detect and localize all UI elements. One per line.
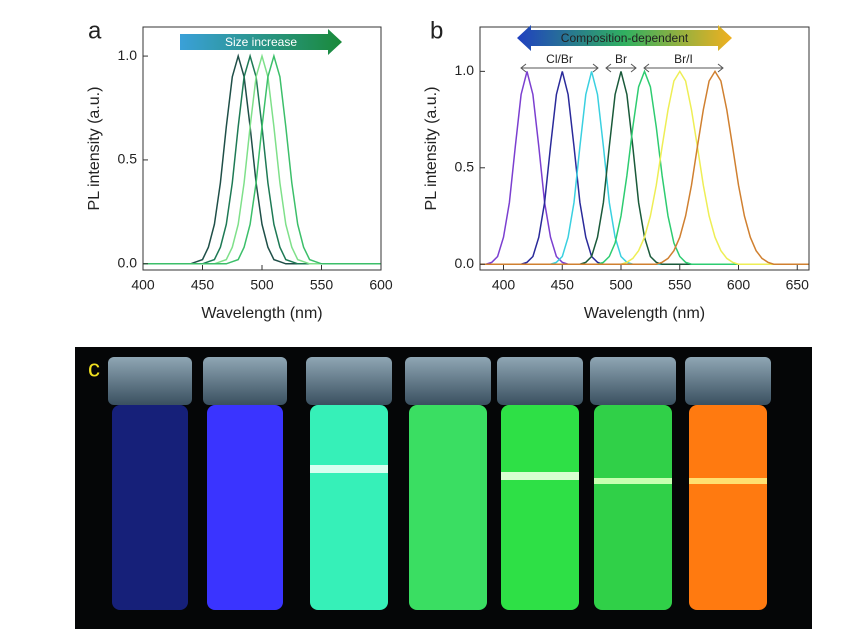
annotation-arrow xyxy=(180,29,342,55)
x-tick-label: 400 xyxy=(492,277,516,293)
x-tick-label: 600 xyxy=(727,277,751,293)
chart-panel: a 400 450 500 550 600 0.0 0.5 1.0 Wavelength (nm)… xyxy=(86,17,393,322)
x-tick-label: 650 xyxy=(786,277,810,293)
x-tick-label: 550 xyxy=(668,277,692,293)
x-tick-label: 450 xyxy=(191,277,215,293)
y-tick-label: 1.0 xyxy=(455,62,475,78)
annotation-bracket xyxy=(520,63,599,73)
panel-label: a xyxy=(88,17,102,44)
vial xyxy=(497,357,583,610)
vial xyxy=(203,357,287,610)
annotation-bracket xyxy=(643,63,724,73)
vial xyxy=(306,357,392,610)
annotation: Br/I xyxy=(674,52,693,66)
y-tick-label: 0.5 xyxy=(118,151,138,167)
annotation-bracket xyxy=(605,63,637,73)
x-axis-label: Wavelength (nm) xyxy=(584,305,705,322)
y-tick-label: 0.0 xyxy=(118,254,138,270)
vial xyxy=(590,357,676,610)
vial xyxy=(108,357,192,610)
line-series xyxy=(143,53,381,265)
x-tick-label: 550 xyxy=(310,277,334,293)
x-axis-label: Wavelength (nm) xyxy=(201,305,322,322)
vial xyxy=(405,357,491,610)
line-series xyxy=(143,53,381,265)
vial-photo: c xyxy=(75,347,812,629)
x-tick-label: 600 xyxy=(369,277,393,293)
line-series xyxy=(143,53,381,265)
panel-label: b xyxy=(430,17,443,44)
chart-panel: b 400 450 500 550 600 650 0.0 0.5 1.0 Wavelength (… xyxy=(423,17,810,322)
annotation-arrow xyxy=(517,25,732,51)
line-series xyxy=(480,69,809,265)
line-series xyxy=(480,69,809,265)
x-tick-label: 450 xyxy=(551,277,575,293)
x-tick-label: 400 xyxy=(131,277,155,293)
annotation: Cl/Br xyxy=(546,52,573,66)
x-tick-label: 500 xyxy=(609,277,633,293)
y-tick-label: 0.0 xyxy=(455,255,475,271)
line-series xyxy=(143,53,381,265)
plot-frame xyxy=(142,26,382,271)
annotation: Composition-dependent xyxy=(561,31,689,45)
y-tick-label: 1.0 xyxy=(118,47,138,63)
panel-label: c xyxy=(88,355,100,382)
y-axis-label: PL intensity (a.u.) xyxy=(423,87,440,211)
y-axis-label: PL intensity (a.u.) xyxy=(86,87,103,211)
x-tick-label: 500 xyxy=(250,277,274,293)
plot-frame xyxy=(479,26,810,271)
y-tick-label: 0.5 xyxy=(455,158,475,174)
annotation: Size increase xyxy=(225,35,297,49)
annotation: Br xyxy=(615,52,627,66)
vial xyxy=(685,357,771,610)
